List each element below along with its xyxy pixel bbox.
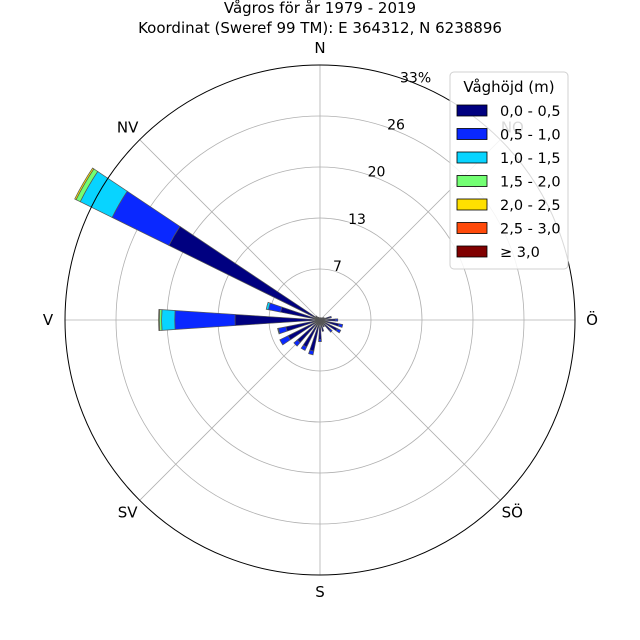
bar-segment-16-1 [279, 335, 291, 346]
legend-swatch-4 [456, 198, 488, 211]
bar-segment-13-1 [308, 349, 315, 356]
direction-label-7: NV [117, 119, 139, 137]
bar-segment-11-0 [319, 319, 325, 332]
radial-tick-label-4: 33% [400, 70, 431, 86]
bar-segment-20-4 [74, 167, 95, 201]
direction-label-2: Ö [586, 310, 598, 329]
legend-swatch-6 [456, 245, 488, 258]
bar-segment-23-0 [318, 317, 321, 321]
legend-swatch-1 [456, 128, 488, 140]
direction-label-3: SÖ [502, 502, 523, 521]
grid-spoke-5 [139, 319, 321, 501]
bar-segment-14-1 [300, 344, 308, 351]
direction-labels: NNOÖSÖSSVVNV [43, 39, 598, 601]
bar-segment-10-0 [319, 319, 325, 328]
legend-label-5: 2,5 - 3,0 [500, 222, 561, 238]
radial-tick-label-0: 7 [333, 259, 342, 275]
legend-label-2: 1,0 - 1,5 [500, 151, 561, 167]
chart-title: Vågros för år 1979 - 2019 [224, 0, 416, 17]
bar-segment-6-1 [335, 318, 339, 322]
legend: Våghöjd (m) 0,0 - 0,5 0,5 - 1,0 1,0 - 1,5 1… [449, 71, 569, 270]
legend-frame [449, 71, 569, 270]
direction-label-6: V [43, 311, 54, 329]
bar-segment-21-1 [315, 315, 318, 318]
bar-segment-17-2 [277, 327, 281, 335]
bar-segment-5-1 [329, 315, 332, 319]
bar-segment-18-4 [158, 309, 160, 331]
legend-swatch-5 [456, 222, 488, 234]
legend-label-4: 2,0 - 2,5 [500, 198, 561, 214]
bar-segment-19-1 [268, 302, 283, 313]
legend-label-1: 0,5 - 1,0 [500, 128, 561, 144]
direction-label-5: SV [118, 503, 139, 521]
bar-segment-18-2 [161, 309, 176, 331]
polar-frame [64, 64, 576, 576]
bar-segment-19-2 [265, 301, 271, 311]
radial-tick-label-2: 20 [368, 165, 386, 181]
direction-label-4: S [315, 583, 325, 601]
legend-swatch-2 [456, 151, 488, 164]
polar-grid [65, 65, 575, 575]
radial-tick-label-1: 13 [348, 212, 366, 228]
direction-label-0: N [314, 39, 325, 57]
bar-segment-20-0 [168, 225, 321, 321]
grid-spoke-3 [319, 319, 501, 501]
radial-tick-labels: 7 13 20 26 33% [333, 70, 431, 274]
legend-label-6: ≥ 3,0 [500, 245, 540, 261]
bar-segment-8-1 [335, 328, 342, 334]
radial-tick-label-3: 26 [387, 118, 405, 134]
bar-segment-9-1 [328, 328, 333, 333]
legend-swatch-0 [456, 104, 488, 117]
bar-segment-12-1 [318, 338, 322, 342]
bar-segment-18-1 [174, 310, 236, 330]
bar-segment-7-1 [337, 323, 344, 328]
legend-swatch-3 [456, 175, 488, 187]
legend-label-3: 1,5 - 2,0 [500, 175, 561, 191]
legend-label-0: 0,0 - 0,5 [500, 104, 561, 120]
legend-title: Våghöjd (m) [463, 78, 554, 96]
outer-circle [64, 64, 576, 576]
bar-segment-15-1 [293, 339, 301, 347]
rose-bars [74, 167, 344, 356]
chart-subtitle: Koordinat (Sweref 99 TM): E 364312, N 62… [138, 19, 502, 37]
grid-spoke-7 [139, 139, 321, 321]
